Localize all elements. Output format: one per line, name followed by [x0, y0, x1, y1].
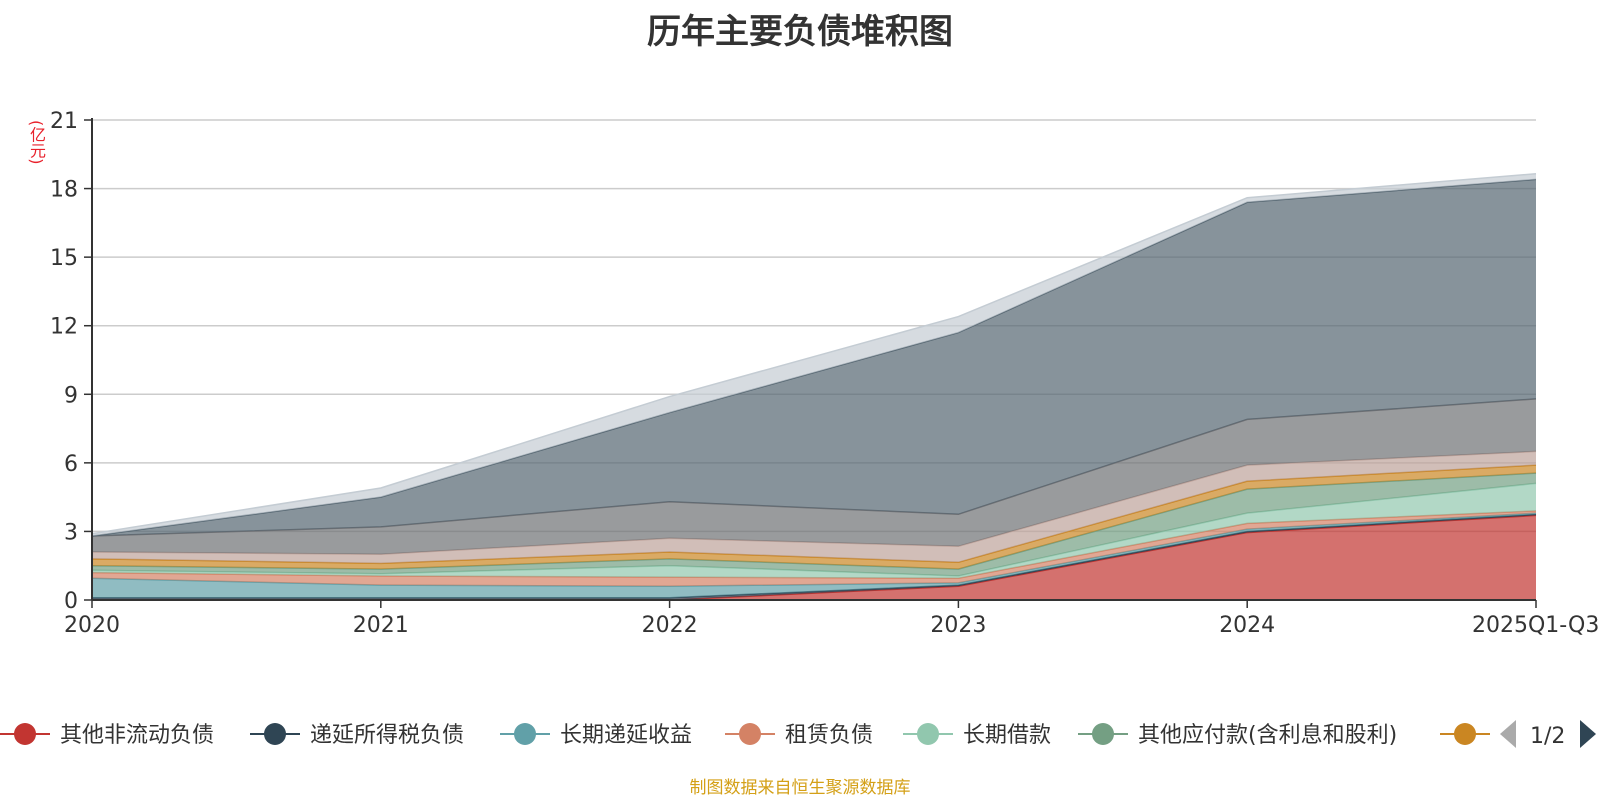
y-tick-label: 3 [64, 520, 78, 545]
legend-pager: 1/2 [1500, 720, 1596, 749]
area-layer [91, 172, 1537, 601]
line-series-2 [91, 512, 1537, 588]
y-tick-label: 9 [64, 383, 78, 408]
line-series-10 [91, 172, 1537, 535]
y-tick-label: 18 [50, 178, 78, 203]
legend-label-0[interactable]: 其他非流动负债 [60, 723, 214, 748]
line-series-6 [91, 464, 1537, 565]
y-tick-label: 12 [50, 315, 78, 340]
area-series-0[interactable] [92, 515, 1536, 600]
legend-next-page-icon[interactable] [1580, 720, 1596, 748]
legend-prev-page-icon[interactable] [1500, 720, 1516, 748]
x-tick-label: 2025Q1-Q3 [1472, 613, 1599, 638]
legend-label-1[interactable]: 递延所得税负债 [310, 723, 464, 748]
axis-layer: 0 3 6 9 12 15 18 21 2020 2021 2022 2023 2024 2025Q1-Q… [50, 109, 1599, 638]
y-axis-unit-label: (亿元) [27, 120, 46, 165]
area-series-7[interactable] [92, 451, 1536, 564]
legend-label-3[interactable]: 租赁负债 [785, 723, 873, 748]
area-series-6[interactable] [92, 465, 1536, 570]
legend-marker-2[interactable] [514, 723, 536, 745]
legend-label-4[interactable]: 长期借款 [963, 723, 1051, 748]
x-tick-label: 2020 [64, 613, 120, 638]
area-series-5[interactable] [92, 473, 1536, 576]
y-tick-label: 6 [64, 452, 78, 477]
legend-marker-5[interactable] [1092, 723, 1114, 745]
area-series-8[interactable] [92, 398, 1536, 555]
y-tick-label: 0 [64, 589, 78, 614]
legend-label-2[interactable]: 长期递延收益 [560, 723, 692, 748]
chart-title: 历年主要负债堆积图 [647, 12, 953, 52]
legend-layer: 其他非流动负债 递延所得税负债 长期递延收益 租赁负债 长期借款 其他应付款(含利息和股利… [0, 723, 1490, 748]
line-series-7 [91, 450, 1537, 556]
x-tick-label: 2022 [642, 613, 698, 638]
y-tick-label: 15 [50, 246, 78, 271]
x-tick-label: 2024 [1219, 613, 1275, 638]
legend-marker-1[interactable] [264, 723, 286, 745]
area-series-9[interactable] [92, 179, 1536, 536]
x-tick-label: 2021 [353, 613, 409, 638]
legend-marker-0[interactable] [14, 723, 36, 745]
legend-marker-4[interactable] [917, 723, 939, 745]
x-tick-label: 2023 [930, 613, 986, 638]
legend-marker-6[interactable] [1454, 723, 1476, 745]
source-footnote: 制图数据来自恒生聚源数据库 [689, 778, 911, 798]
legend-page-indicator: 1/2 [1530, 724, 1565, 749]
y-tick-label: 21 [50, 109, 78, 134]
legend-label-5[interactable]: 其他应付款(含利息和股利) [1138, 723, 1397, 748]
legend-marker-3[interactable] [739, 723, 761, 745]
area-series-3[interactable] [92, 510, 1536, 587]
